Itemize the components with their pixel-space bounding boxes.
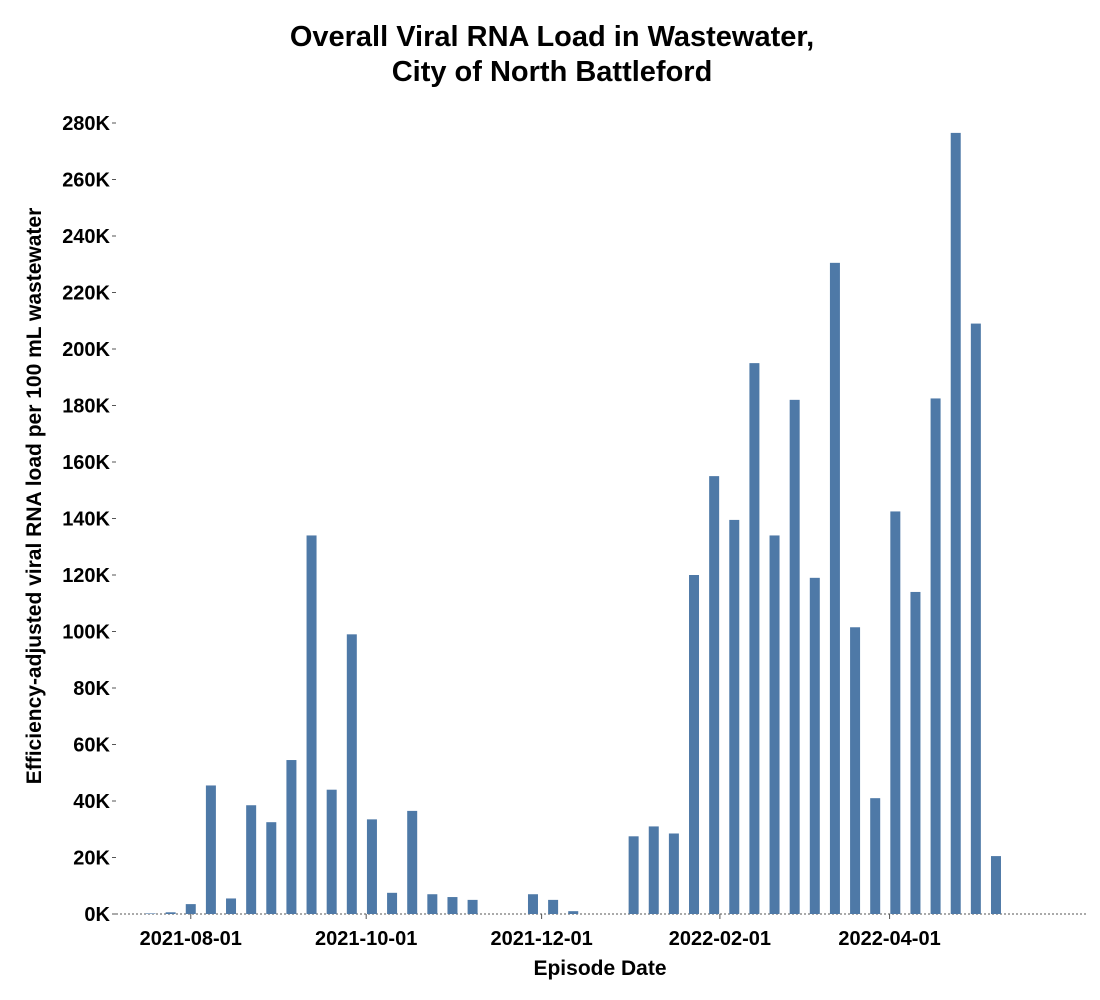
bar bbox=[850, 627, 861, 914]
bar bbox=[890, 511, 901, 914]
bar bbox=[548, 899, 559, 915]
y-tick-label: 260K bbox=[62, 170, 110, 192]
bar bbox=[648, 826, 659, 914]
bar bbox=[749, 363, 760, 915]
y-tick-label: 240K bbox=[62, 226, 110, 248]
bar bbox=[789, 399, 800, 915]
bar bbox=[165, 912, 176, 914]
bar bbox=[266, 822, 277, 914]
bar bbox=[185, 904, 196, 914]
x-tick-label: 2021-12-01 bbox=[490, 928, 592, 950]
chart-title-group: Overall Viral RNA Load in Wastewater, Ci… bbox=[290, 21, 814, 88]
y-tick-label: 180K bbox=[62, 396, 110, 418]
y-axis-title: Efficiency-adjusted viral RNA load per 1… bbox=[23, 208, 46, 785]
x-tick-label: 2021-10-01 bbox=[315, 928, 417, 950]
bar bbox=[226, 898, 237, 914]
bar bbox=[346, 634, 357, 914]
bar bbox=[286, 760, 297, 914]
bar bbox=[628, 836, 639, 914]
x-axis-title: Episode Date bbox=[533, 957, 666, 980]
bar bbox=[668, 833, 679, 914]
bar bbox=[689, 575, 700, 914]
bar bbox=[709, 476, 720, 915]
x-axis: 2021-08-01 2021-10-01 2021-12-01 2022-02-01… bbox=[116, 913, 1088, 950]
bar bbox=[809, 577, 820, 914]
chart-title-line-2: City of North Battleford bbox=[392, 56, 713, 88]
bar bbox=[306, 535, 317, 914]
y-tick-label: 80K bbox=[73, 678, 110, 700]
bar bbox=[246, 805, 257, 914]
y-axis: 0K 20K 40K 60K 80K 100K 120K 140K 160K 180K 200K 22… bbox=[62, 113, 116, 926]
y-tick-label: 40K bbox=[73, 791, 110, 813]
bar-series bbox=[145, 132, 1001, 915]
bar bbox=[729, 519, 740, 914]
bar bbox=[447, 897, 458, 914]
bar bbox=[407, 810, 418, 914]
bar bbox=[910, 591, 921, 914]
chart-title-line-1: Overall Viral RNA Load in Wastewater, bbox=[290, 21, 814, 53]
y-tick-label: 120K bbox=[62, 565, 110, 587]
y-tick-label: 20K bbox=[73, 848, 110, 870]
bar bbox=[427, 894, 438, 914]
bar bbox=[990, 856, 1001, 914]
y-tick-label: 220K bbox=[62, 283, 110, 305]
x-tick-label: 2021-08-01 bbox=[140, 928, 242, 950]
bar bbox=[568, 911, 579, 914]
y-tick-label: 100K bbox=[62, 622, 110, 644]
bar bbox=[145, 913, 156, 914]
bar bbox=[769, 535, 780, 914]
bar bbox=[467, 899, 478, 915]
bar bbox=[205, 785, 216, 914]
y-tick-label: 160K bbox=[62, 452, 110, 474]
x-tick-label: 2022-04-01 bbox=[838, 928, 940, 950]
x-tick-label: 2022-02-01 bbox=[669, 928, 771, 950]
bar bbox=[326, 789, 337, 914]
bar bbox=[950, 132, 961, 914]
bar bbox=[829, 262, 840, 915]
y-tick-label: 60K bbox=[73, 735, 110, 757]
bar bbox=[970, 323, 981, 915]
y-tick-label: 280K bbox=[62, 113, 110, 135]
bar bbox=[930, 398, 941, 914]
y-tick-label: 140K bbox=[62, 509, 110, 531]
bar bbox=[366, 819, 377, 914]
bar bbox=[527, 894, 538, 914]
bar bbox=[387, 892, 398, 914]
bar bbox=[870, 798, 881, 914]
y-tick-label: 0K bbox=[84, 904, 110, 926]
y-tick-label: 200K bbox=[62, 339, 110, 361]
